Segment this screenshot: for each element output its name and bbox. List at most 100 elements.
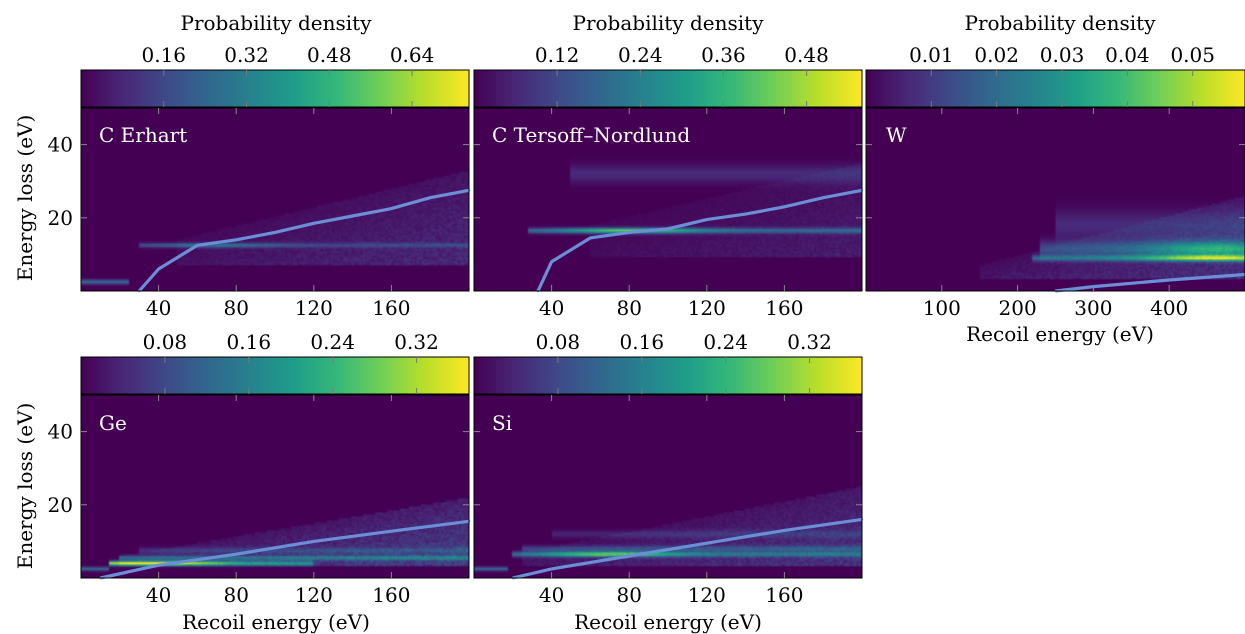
colorbar-tick-label: 0.24 [310, 330, 355, 354]
colorbar-tick-label: 0.64 [390, 43, 435, 67]
colorbar-ticks [164, 357, 418, 394]
colorbar-tick-labels: 0.08 0.16 0.24 0.32 [143, 330, 439, 354]
colorbar-tick-label: 0.32 [224, 43, 269, 67]
heatmap-plot [473, 107, 864, 293]
colorbar-ticks [557, 357, 811, 394]
panel-label: Ge [99, 411, 127, 435]
colorbar-tick-label: 0.32 [394, 330, 439, 354]
x-axis-ticks: 100 200 300 400 [923, 108, 1188, 320]
plot-frame [80, 107, 470, 292]
series-point [196, 244, 199, 247]
colorbar-tick-label: 0.12 [535, 43, 580, 67]
colorbar-tick-label: 0.24 [618, 43, 663, 67]
series-point [312, 222, 315, 225]
colorbar-tick-label: 0.02 [974, 43, 1019, 67]
series-line-0 [1055, 272, 1245, 293]
x-axis-ticks: 40 80 120 160 [539, 395, 803, 607]
series-point [429, 196, 432, 199]
y-axis-label: Energy loss (eV) [13, 403, 37, 570]
panel-w: Probability density 0.01 0.02 0.03 0.04 0.05… [865, 11, 1245, 346]
x-tick-label: 80 [616, 583, 641, 607]
panel-label: C Tersoff–Nordlund [492, 123, 690, 147]
colorbar [473, 356, 863, 395]
series-point [157, 267, 160, 271]
series-point [351, 214, 354, 218]
x-tick-label: 40 [146, 296, 171, 320]
series-point [628, 554, 631, 558]
y-axis-ticks [474, 144, 862, 219]
colorbar-tick-label: 0.32 [787, 330, 832, 354]
series-point [550, 260, 553, 263]
colorbar-tick-label: 0.08 [143, 330, 188, 354]
x-tick-label: 40 [146, 583, 171, 607]
colorbar-tick-label: 0.08 [536, 330, 581, 354]
plot-frame [473, 394, 863, 579]
colorbar [80, 356, 470, 395]
x-axis-label: Recoil energy (eV) [966, 322, 1154, 346]
y-tick-label: 40 [48, 420, 73, 444]
x-tick-label: 300 [1074, 296, 1112, 320]
x-tick-label: 160 [372, 583, 410, 607]
panel-label: C Erhart [99, 123, 187, 147]
series-point [390, 530, 393, 533]
series-point [550, 567, 553, 571]
colorbar-label: Probability density [181, 11, 373, 35]
series-line-0 [536, 188, 863, 292]
series-point [744, 212, 747, 216]
x-tick-label: 40 [539, 583, 564, 607]
colorbar-tick-label: 0.48 [307, 43, 352, 67]
density-raster [866, 108, 1245, 291]
x-tick-label: 80 [223, 583, 248, 607]
y-axis-ticks [866, 144, 1245, 219]
series-line-0 [137, 188, 470, 293]
colorbar [80, 69, 470, 108]
colorbar [865, 69, 1245, 108]
plot-frame [80, 394, 470, 579]
y-tick-label: 40 [48, 133, 73, 157]
series-point [589, 236, 592, 240]
series-point [783, 529, 786, 532]
x-axis-ticks: 40 80 120 160 [146, 108, 410, 320]
series-point [783, 205, 786, 208]
colorbar-tick-label: 0.03 [1040, 43, 1085, 67]
series-point [666, 227, 670, 230]
series-point [628, 231, 631, 234]
x-tick-label: 120 [295, 583, 333, 607]
x-tick-label: 160 [372, 296, 410, 320]
x-tick-label: 40 [539, 296, 564, 320]
colorbar-tick-labels: 0.12 0.24 0.36 0.48 [535, 43, 829, 67]
x-tick-label: 80 [223, 296, 248, 320]
colorbar-tick-label: 0.36 [701, 43, 746, 67]
x-tick-label: 400 [1150, 296, 1188, 320]
x-axis-label: Recoil energy (eV) [182, 610, 370, 634]
colorbar-tick-label: 0.01 [909, 43, 954, 67]
colorbar-tick-labels: 0.01 0.02 0.03 0.04 0.05 [909, 43, 1215, 67]
series-point [312, 540, 315, 543]
colorbar-tick-label: 0.16 [227, 330, 272, 354]
colorbar-tick-label: 0.48 [784, 43, 829, 67]
colorbar-tick-label: 0.16 [620, 330, 665, 354]
series-line-0 [100, 519, 470, 580]
y-axis-ticks [474, 431, 862, 506]
y-tick-label: 20 [48, 206, 73, 230]
panel-label: W [886, 123, 907, 147]
x-tick-label: 160 [765, 296, 803, 320]
colorbar-label: Probability density [573, 11, 765, 35]
colorbar-label: Probability density [965, 11, 1157, 35]
x-tick-label: 120 [688, 583, 726, 607]
plot-frame [473, 107, 863, 292]
series-point [273, 231, 277, 234]
series-point [705, 542, 708, 545]
panel-c-tersoff-nordlund: Probability density 0.12 0.24 0.36 0.48 40 8… [473, 11, 864, 320]
colorbar-tick-label: 0.04 [1105, 43, 1150, 67]
x-tick-label: 120 [688, 296, 726, 320]
panel-label: Si [492, 411, 512, 435]
series-point [235, 553, 238, 556]
density-raster [81, 395, 469, 578]
colorbar-tick-label: 0.05 [1170, 43, 1215, 67]
series-point [822, 196, 825, 199]
x-tick-label: 200 [999, 296, 1037, 320]
colorbar-ticks [556, 70, 808, 107]
